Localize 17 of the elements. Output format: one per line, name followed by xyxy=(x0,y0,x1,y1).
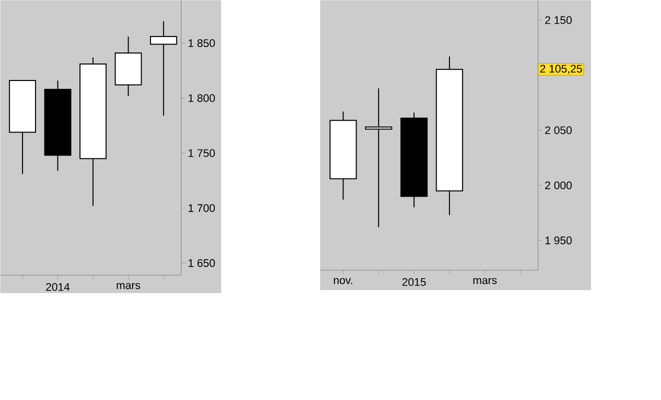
x-tick-label: nov. xyxy=(334,278,352,284)
y-tick-label: 1 650 xyxy=(188,259,215,267)
y-tick-label: 1 750 xyxy=(188,149,215,157)
candlestick xyxy=(150,20,178,116)
candlestick xyxy=(364,88,392,228)
y-tick-label: 1 950 xyxy=(545,236,572,244)
y-tick-label: 2 000 xyxy=(545,181,572,190)
y-tick-label: 2 150 xyxy=(545,16,572,24)
y-tick-label: 1 850 xyxy=(188,39,215,47)
y-tick-label: 1 800 xyxy=(188,94,215,102)
text: 2 105,25 xyxy=(540,64,582,74)
y-tick-label: 1 700 xyxy=(188,204,215,212)
x-tick-label: 2014 xyxy=(46,283,70,291)
x-tick-label: mars xyxy=(473,278,497,284)
y-tick-label: 2 050 xyxy=(545,126,572,134)
x-tick-label: 2015 xyxy=(402,278,426,286)
x-tick-label: mars xyxy=(116,283,140,290)
